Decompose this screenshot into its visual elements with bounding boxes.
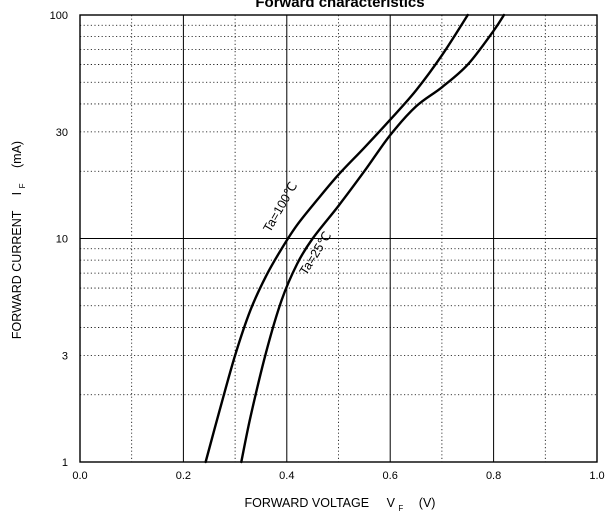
y-tick-label: 100 — [50, 10, 68, 22]
series-layer — [204, 13, 506, 464]
y-axis-label-unit: (mA) — [10, 141, 24, 168]
y-tick-label: 3 — [62, 350, 68, 362]
y-axis-label-main: FORWARD CURRENT — [10, 210, 24, 339]
x-tick-label: 0.2 — [176, 470, 191, 482]
series-ta25 — [240, 13, 506, 464]
x-tick-label: 1.0 — [589, 470, 604, 482]
x-axis-label-subscript: F — [398, 504, 403, 513]
x-tick-label: 0.8 — [486, 470, 501, 482]
tick-labels: 0.0 0.2 0.4 0.6 0.8 1.0 1 3 10 30 100 — [50, 10, 605, 482]
y-tick-label: 10 — [56, 234, 68, 246]
y-axis-label: FORWARD CURRENT I F (mA) — [10, 141, 28, 339]
series-ta100 — [204, 13, 469, 464]
x-axis-label-symbol: V — [387, 496, 396, 510]
y-tick-label: 30 — [56, 127, 68, 139]
x-tick-label: 0.6 — [383, 470, 398, 482]
y-axis-label-subscript: F — [18, 183, 27, 188]
x-axis-label: FORWARD VOLTAGE V F (V) — [245, 496, 436, 514]
x-tick-label: 0.0 — [72, 470, 87, 482]
y-axis-label-symbol: I — [10, 192, 24, 195]
x-tick-label: 0.4 — [279, 470, 294, 482]
chart-title: Forward characteristics — [255, 0, 424, 11]
x-axis-label-main: FORWARD VOLTAGE — [245, 496, 370, 510]
x-axis-label-unit: (V) — [419, 496, 436, 510]
y-tick-label: 1 — [62, 457, 68, 469]
plot-frame — [79, 14, 598, 463]
